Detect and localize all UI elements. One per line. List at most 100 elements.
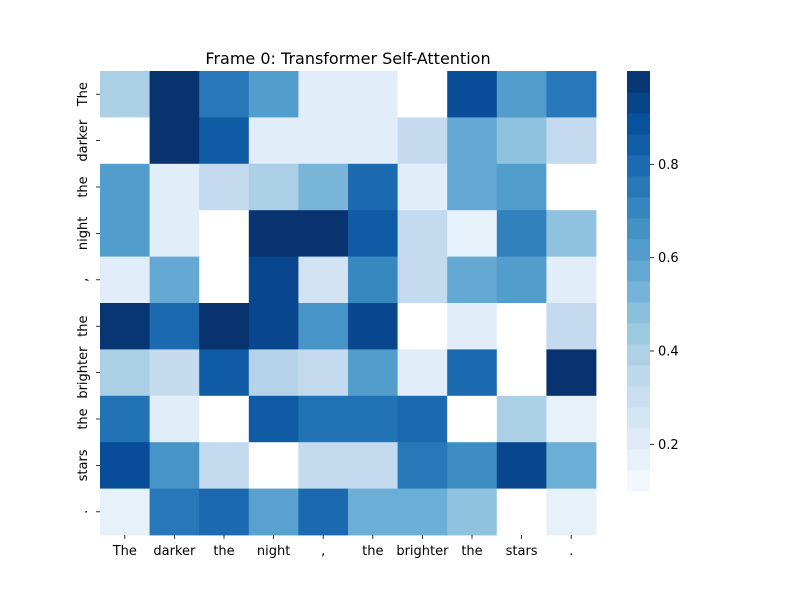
heatmap-cell: [397, 71, 448, 118]
heatmap-cell: [546, 488, 597, 536]
heatmap-cell: [397, 117, 448, 165]
heatmap-cell: [100, 395, 150, 443]
heatmap-cell: [546, 71, 597, 118]
colorbar-tick-label: 0.8: [658, 158, 679, 173]
heatmap-cell: [298, 442, 349, 489]
heatmap-cell: [149, 395, 200, 443]
x-tick-label: the: [362, 544, 383, 559]
colorbar-segment: [627, 470, 650, 492]
heatmap-cell: [100, 349, 150, 397]
heatmap-cell: [546, 163, 597, 211]
heatmap-cell: [546, 117, 597, 165]
heatmap-cell: [149, 163, 200, 211]
heatmap-cell: [298, 395, 349, 443]
heatmap-cell: [348, 117, 398, 165]
heatmap-cell: [447, 256, 498, 304]
heatmap-cell: [248, 163, 299, 211]
y-tick-label: night: [76, 217, 91, 250]
heatmap-cell: [149, 442, 200, 489]
heatmap-cell: [546, 442, 597, 489]
heatmap-cell: [199, 71, 250, 118]
x-tick-label: stars: [506, 544, 538, 559]
heatmap-cell: [397, 349, 448, 397]
colorbar-segment: [627, 281, 650, 303]
heatmap-cell: [199, 488, 250, 536]
colorbar-tick-label: 0.6: [658, 251, 679, 266]
heatmap-cell: [496, 163, 547, 211]
heatmap-cell: [348, 71, 398, 118]
colorbar-ticks: 0.2 0.4 0.6 0.8: [650, 158, 679, 453]
chart-title: Frame 0: Transformer Self-Attention: [205, 49, 490, 68]
heatmap-cell: [100, 210, 150, 257]
heatmap-cell: [100, 442, 150, 489]
y-tick-label: .: [76, 510, 91, 514]
heatmap-cell: [397, 488, 448, 536]
heatmap-cell: [546, 395, 597, 443]
heatmap-cell: [496, 117, 547, 165]
heatmap-cell: [199, 442, 250, 489]
heatmap-cell: [546, 210, 597, 257]
heatmap-cell: [496, 71, 547, 118]
colorbar-segment: [627, 344, 650, 366]
y-axis-ticks: The darker the night, the brighter the stars.: [76, 82, 100, 514]
colorbar-segment: [627, 449, 650, 471]
y-tick-label: darker: [76, 119, 91, 162]
heatmap-cell: [199, 349, 250, 397]
colorbar-segment: [627, 113, 650, 135]
x-tick-label: brighter: [396, 544, 449, 559]
heatmap-cell: [199, 210, 250, 257]
heatmap-cell: [149, 210, 200, 257]
colorbar-segment: [627, 197, 650, 219]
heatmap-cell: [348, 210, 398, 257]
x-tick-label: the: [461, 544, 482, 559]
heatmap-cell: [149, 303, 200, 350]
heatmap-cell: [298, 256, 349, 304]
heatmap-cell: [199, 303, 250, 350]
heatmap-cell: [447, 210, 498, 257]
heatmap-cell: [298, 163, 349, 211]
heatmap-cell: [248, 71, 299, 118]
heatmap-cell: [447, 395, 498, 443]
heatmap-cell: [496, 349, 547, 397]
heatmap-cell: [496, 256, 547, 304]
heatmap-cell: [348, 303, 398, 350]
colorbar-segment: [627, 239, 650, 261]
x-tick-label: darker: [153, 544, 196, 559]
heatmap-cell: [348, 442, 398, 489]
colorbar-tick-label: 0.2: [658, 438, 679, 453]
y-tick-label: stars: [76, 449, 91, 481]
heatmap-cell: [199, 163, 250, 211]
x-axis-ticks: The darker the night, the brighter the stars.: [112, 535, 573, 559]
heatmap-cell: [397, 210, 448, 257]
heatmap-cell: [248, 303, 299, 350]
colorbar-segment: [627, 386, 650, 408]
heatmap-cell: [248, 395, 299, 443]
heatmap-cell: [546, 349, 597, 397]
heatmap-cell: [447, 349, 498, 397]
heatmap-cell: [298, 303, 349, 350]
heatmap-cell: [397, 256, 448, 304]
colorbar-segment: [627, 428, 650, 450]
heatmap-cell: [199, 117, 250, 165]
heatmap-cell: [298, 210, 349, 257]
heatmap-cell: [546, 303, 597, 350]
heatmap-cell: [248, 349, 299, 397]
heatmap-cell: [298, 488, 349, 536]
heatmap-cell: [149, 256, 200, 304]
colorbar-segment: [627, 323, 650, 345]
x-tick-label: ,: [321, 544, 325, 559]
heatmap-cell: [348, 256, 398, 304]
heatmap-cell: [248, 117, 299, 165]
heatmap-cell: [199, 256, 250, 304]
colorbar-segment: [627, 155, 650, 177]
x-tick-label: the: [213, 544, 234, 559]
heatmap-cell: [248, 442, 299, 489]
heatmap-cell: [447, 117, 498, 165]
colorbar-segment: [627, 407, 650, 429]
heatmap-cell: [149, 117, 200, 165]
x-tick-label: .: [569, 544, 573, 559]
heatmap-cell: [100, 163, 150, 211]
colorbar: [627, 71, 650, 492]
colorbar-segment: [627, 134, 650, 156]
heatmap-cell: [546, 256, 597, 304]
